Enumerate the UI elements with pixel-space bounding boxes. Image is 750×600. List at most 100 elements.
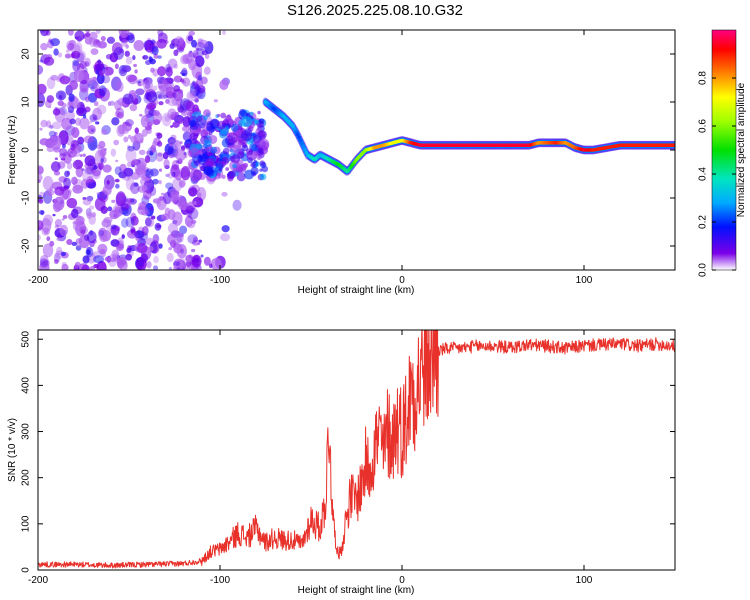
noise-blob bbox=[194, 55, 205, 68]
noise-blob bbox=[143, 93, 152, 104]
noise-blob bbox=[162, 94, 169, 99]
noise-blob bbox=[54, 157, 59, 161]
noise-blob bbox=[183, 152, 187, 156]
noise-blob bbox=[133, 182, 139, 187]
noise-blob bbox=[89, 265, 95, 270]
noise-blob bbox=[115, 107, 125, 118]
noise-blob bbox=[125, 56, 133, 65]
noise-blob bbox=[103, 148, 107, 151]
y-tick-label: 0 bbox=[21, 147, 32, 153]
noise-blob bbox=[102, 68, 108, 75]
cluster-blob bbox=[217, 113, 221, 117]
noise-blob bbox=[176, 232, 184, 243]
noise-blob bbox=[196, 48, 205, 57]
noise-blob bbox=[140, 114, 150, 128]
noise-blob bbox=[53, 258, 59, 265]
noise-blob bbox=[152, 198, 161, 204]
noise-blob bbox=[88, 205, 95, 210]
noise-blob bbox=[177, 117, 183, 125]
cluster-blob bbox=[249, 149, 253, 153]
x-tick-label: -100 bbox=[210, 575, 230, 586]
noise-blob bbox=[126, 229, 138, 239]
noise-blob bbox=[157, 141, 163, 147]
y-tick-label: 500 bbox=[21, 330, 32, 347]
y-tick-label: 400 bbox=[21, 377, 32, 394]
cluster-blob bbox=[230, 123, 239, 132]
noise-blob bbox=[150, 39, 156, 45]
cluster-blob bbox=[189, 119, 197, 128]
noise-blob bbox=[167, 171, 175, 179]
noise-blob bbox=[46, 236, 51, 242]
y-tick-label: 300 bbox=[21, 423, 32, 440]
noise-blob bbox=[51, 121, 62, 130]
noise-blob bbox=[115, 159, 119, 163]
noise-blob bbox=[164, 114, 171, 122]
noise-blob bbox=[52, 213, 56, 217]
noise-blob bbox=[113, 139, 120, 146]
noise-blob bbox=[64, 170, 70, 178]
noise-blob bbox=[82, 198, 92, 206]
cluster-blob bbox=[206, 157, 215, 166]
noise-blob bbox=[162, 191, 172, 205]
x-tick-label: -200 bbox=[28, 575, 48, 586]
noise-blob bbox=[124, 119, 134, 127]
cluster-blob bbox=[203, 109, 211, 117]
noise-blob bbox=[113, 47, 125, 60]
cluster-blob bbox=[206, 125, 212, 132]
noise-blob bbox=[155, 152, 165, 162]
noise-blob bbox=[71, 127, 80, 139]
colorbar-label: Normalized spectral amplitude bbox=[736, 82, 747, 217]
noise-blob bbox=[69, 118, 76, 125]
noise-blob bbox=[38, 174, 43, 181]
noise-blob bbox=[177, 197, 187, 211]
cluster-blob bbox=[220, 112, 227, 119]
noise-blob bbox=[93, 255, 105, 264]
noise-blob bbox=[181, 125, 191, 132]
noise-blob bbox=[170, 125, 174, 128]
noise-blob bbox=[86, 249, 91, 256]
cluster-blob bbox=[210, 146, 218, 154]
noise-blob bbox=[138, 202, 146, 209]
snr-x-ticks: -200 -100 0 100 bbox=[28, 330, 593, 586]
noise-blob bbox=[150, 144, 157, 153]
cluster-blob bbox=[217, 120, 226, 130]
noise-blob bbox=[102, 164, 112, 173]
spectrogram-y-ticks: -20 -10 0 10 20 bbox=[21, 48, 675, 253]
noise-blob bbox=[193, 52, 198, 58]
noise-blob bbox=[38, 83, 47, 95]
noise-blob bbox=[152, 234, 160, 244]
noise-blob bbox=[158, 179, 162, 185]
noise-blob bbox=[122, 65, 131, 73]
noise-blob bbox=[82, 114, 87, 119]
noise-blob bbox=[127, 145, 135, 152]
noise-blob bbox=[146, 102, 156, 111]
noise-blob bbox=[115, 81, 124, 93]
noise-blob bbox=[183, 264, 188, 270]
noise-blob bbox=[165, 63, 171, 73]
snr-series-line bbox=[38, 330, 675, 569]
noise-blob bbox=[94, 149, 105, 164]
noise-blob bbox=[153, 265, 159, 270]
noise-blob bbox=[105, 54, 113, 60]
noise-blob bbox=[171, 94, 182, 107]
noise-blob bbox=[48, 135, 58, 146]
noise-blob bbox=[203, 66, 211, 75]
noise-blob bbox=[182, 53, 193, 64]
colorbar-tick-label: 0.0 bbox=[698, 263, 709, 277]
noise-blob bbox=[54, 219, 63, 228]
noise-blob bbox=[102, 184, 112, 196]
noise-blob bbox=[74, 261, 81, 268]
cluster-blob bbox=[189, 132, 198, 141]
noise-blob bbox=[81, 178, 89, 189]
noise-blob bbox=[85, 96, 90, 103]
cluster-blob bbox=[190, 171, 201, 182]
noise-blob bbox=[38, 210, 45, 215]
noise-blob bbox=[97, 243, 108, 255]
noise-blob bbox=[174, 45, 178, 49]
cluster-blob bbox=[253, 159, 257, 163]
noise-blob bbox=[190, 248, 196, 253]
noise-blob bbox=[111, 249, 120, 260]
noise-blob bbox=[87, 128, 94, 133]
noise-blob bbox=[86, 77, 94, 85]
noise-blob bbox=[150, 215, 156, 220]
